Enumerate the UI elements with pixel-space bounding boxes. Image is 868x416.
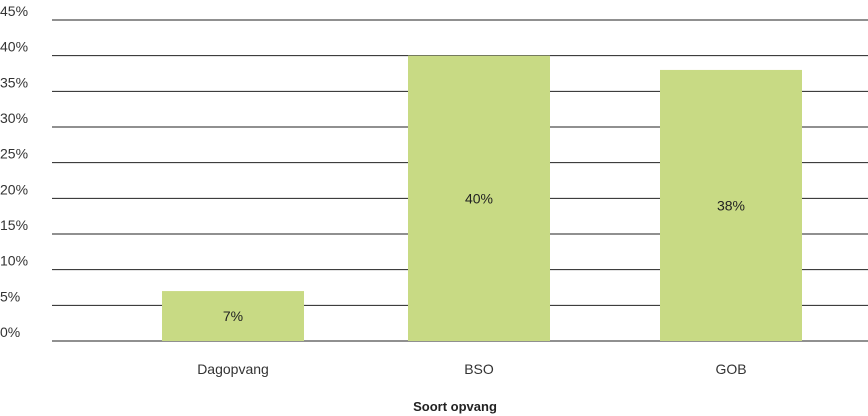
y-tick-label: 20% (0, 181, 28, 197)
data-label: 7% (223, 308, 243, 324)
bar-bso (408, 55, 550, 342)
data-label: 40% (465, 190, 493, 206)
y-axis-ticks: 0% 5% 10% 15% 20% 25% 30% 35% 40% 45% (0, 3, 28, 340)
x-axis-title: Soort opvang (413, 399, 497, 414)
y-tick-label: 15% (0, 217, 28, 233)
bar-gob (660, 69, 802, 341)
y-tick-label: 5% (0, 288, 20, 304)
y-tick-label: 10% (0, 253, 28, 269)
y-tick-label: 0% (0, 324, 20, 340)
y-tick-label: 35% (0, 74, 28, 90)
bar-dagopvang (162, 291, 304, 341)
y-tick-label: 40% (0, 39, 28, 55)
y-tick-label: 25% (0, 146, 28, 162)
bars (162, 55, 802, 342)
x-category-label: Dagopvang (197, 361, 269, 377)
x-category-label: BSO (464, 361, 494, 377)
x-axis-categories: Dagopvang BSO GOB (197, 361, 746, 377)
y-tick-label: 45% (0, 3, 28, 19)
y-tick-label: 30% (0, 110, 28, 126)
data-labels: 7% 40% 38% (223, 190, 745, 324)
x-category-label: GOB (715, 361, 746, 377)
data-label: 38% (717, 197, 745, 213)
